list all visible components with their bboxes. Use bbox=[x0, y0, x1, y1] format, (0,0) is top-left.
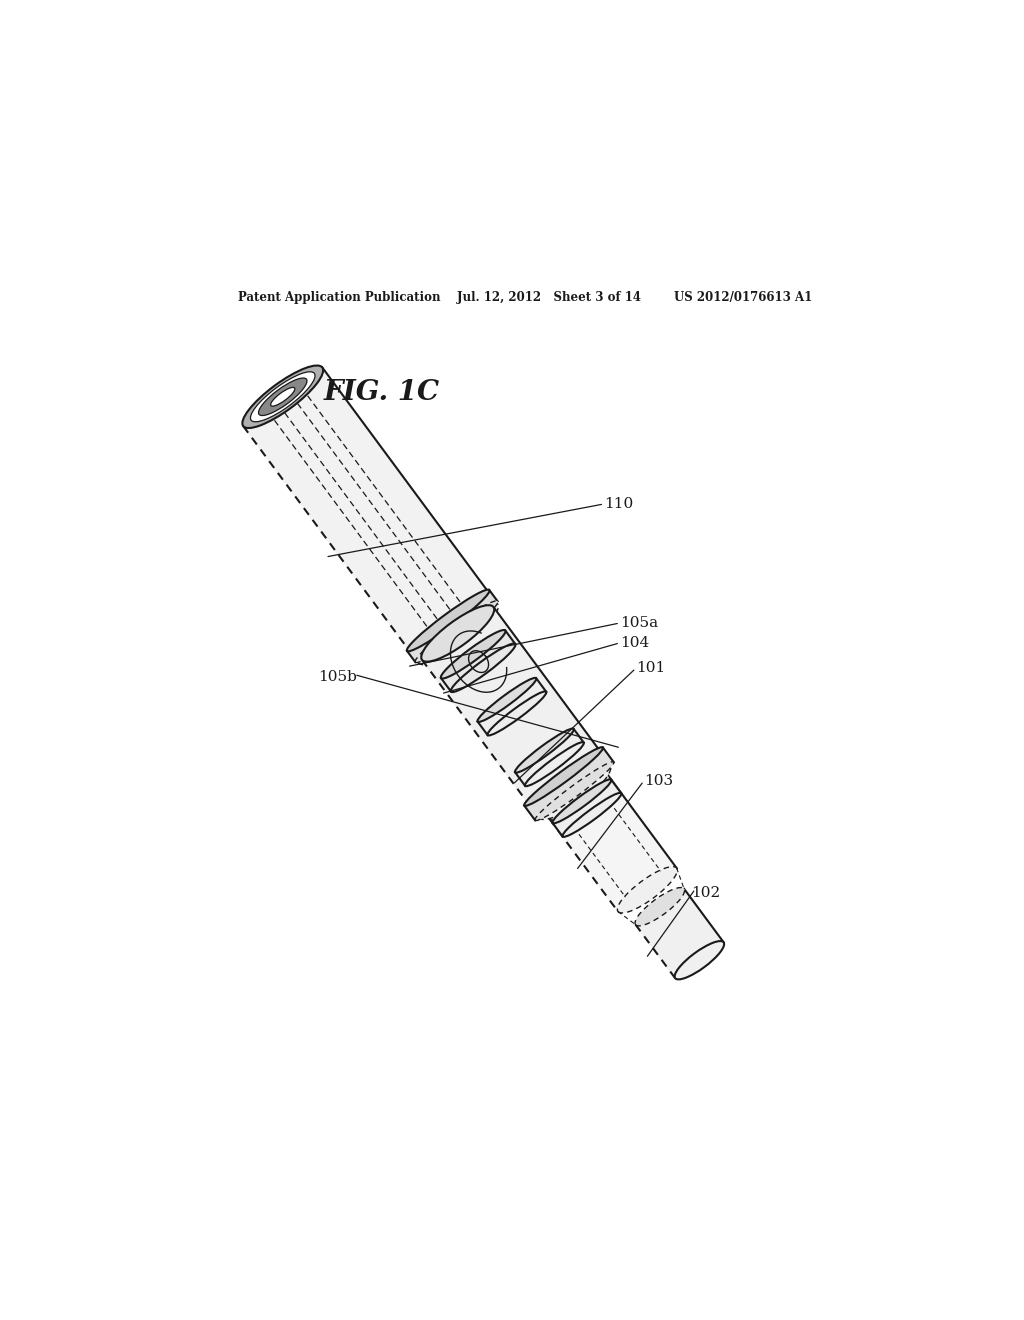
Ellipse shape bbox=[552, 779, 611, 824]
Ellipse shape bbox=[549, 774, 608, 820]
Ellipse shape bbox=[258, 378, 307, 416]
Ellipse shape bbox=[538, 763, 611, 820]
Polygon shape bbox=[441, 631, 515, 692]
Polygon shape bbox=[422, 607, 610, 817]
Ellipse shape bbox=[617, 867, 677, 913]
Ellipse shape bbox=[418, 602, 498, 665]
Polygon shape bbox=[243, 367, 498, 663]
Ellipse shape bbox=[270, 387, 295, 407]
Polygon shape bbox=[636, 888, 724, 978]
Ellipse shape bbox=[562, 793, 622, 837]
Polygon shape bbox=[515, 729, 584, 785]
Text: 104: 104 bbox=[620, 636, 649, 649]
Ellipse shape bbox=[525, 742, 584, 787]
Text: 110: 110 bbox=[604, 496, 634, 511]
Ellipse shape bbox=[407, 590, 489, 651]
Ellipse shape bbox=[535, 762, 613, 821]
Ellipse shape bbox=[440, 630, 506, 678]
Ellipse shape bbox=[477, 678, 537, 722]
Polygon shape bbox=[553, 780, 622, 837]
Text: FIG. 1C: FIG. 1C bbox=[324, 379, 440, 407]
Polygon shape bbox=[477, 678, 546, 735]
Text: 105a: 105a bbox=[620, 616, 658, 630]
Ellipse shape bbox=[515, 729, 573, 772]
Text: 102: 102 bbox=[691, 886, 721, 900]
Text: 105b: 105b bbox=[318, 671, 357, 684]
Text: 103: 103 bbox=[644, 774, 673, 788]
Polygon shape bbox=[549, 775, 677, 912]
Text: Patent Application Publication    Jul. 12, 2012   Sheet 3 of 14        US 2012/0: Patent Application Publication Jul. 12, … bbox=[238, 292, 812, 304]
Ellipse shape bbox=[421, 605, 495, 661]
Polygon shape bbox=[524, 747, 613, 820]
Ellipse shape bbox=[243, 366, 324, 428]
Ellipse shape bbox=[251, 372, 315, 422]
Ellipse shape bbox=[451, 644, 515, 692]
Ellipse shape bbox=[675, 941, 724, 979]
Polygon shape bbox=[407, 590, 498, 663]
Ellipse shape bbox=[635, 887, 685, 925]
Ellipse shape bbox=[524, 747, 603, 807]
Ellipse shape bbox=[487, 692, 547, 735]
Text: 101: 101 bbox=[636, 661, 666, 676]
Ellipse shape bbox=[415, 601, 498, 663]
